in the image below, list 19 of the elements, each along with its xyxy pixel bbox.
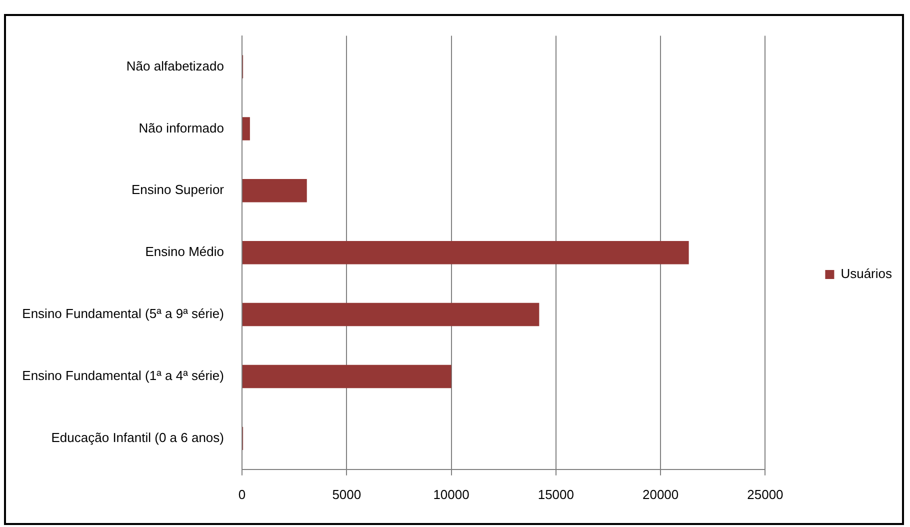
x-tick-label: 0 (238, 486, 246, 502)
bar (242, 240, 689, 264)
x-tick-label: 20000 (642, 486, 679, 502)
bar (242, 302, 540, 326)
x-tick-label: 10000 (433, 486, 470, 502)
x-tick-label: 25000 (747, 486, 784, 502)
y-tick-label: Ensino Fundamental (1ª a 4ª série) (22, 368, 224, 384)
bar (242, 117, 250, 140)
y-tick-label: Ensino Fundamental (5ª a 9ª série) (22, 306, 224, 322)
y-tick-label: Educação Infantil (0 a 6 anos) (51, 430, 224, 446)
x-tick-label: 15000 (538, 486, 574, 502)
y-tick-label: Não alfabetizado (126, 58, 224, 74)
bar (242, 364, 452, 388)
y-tick-label: Ensino Médio (145, 244, 224, 260)
y-tick-label: Ensino Superior (132, 182, 225, 198)
x-tick-label: 5000 (332, 486, 362, 502)
legend-label: Usuários (840, 266, 892, 282)
y-tick-label: Não informado (138, 120, 224, 136)
bar (242, 179, 307, 202)
